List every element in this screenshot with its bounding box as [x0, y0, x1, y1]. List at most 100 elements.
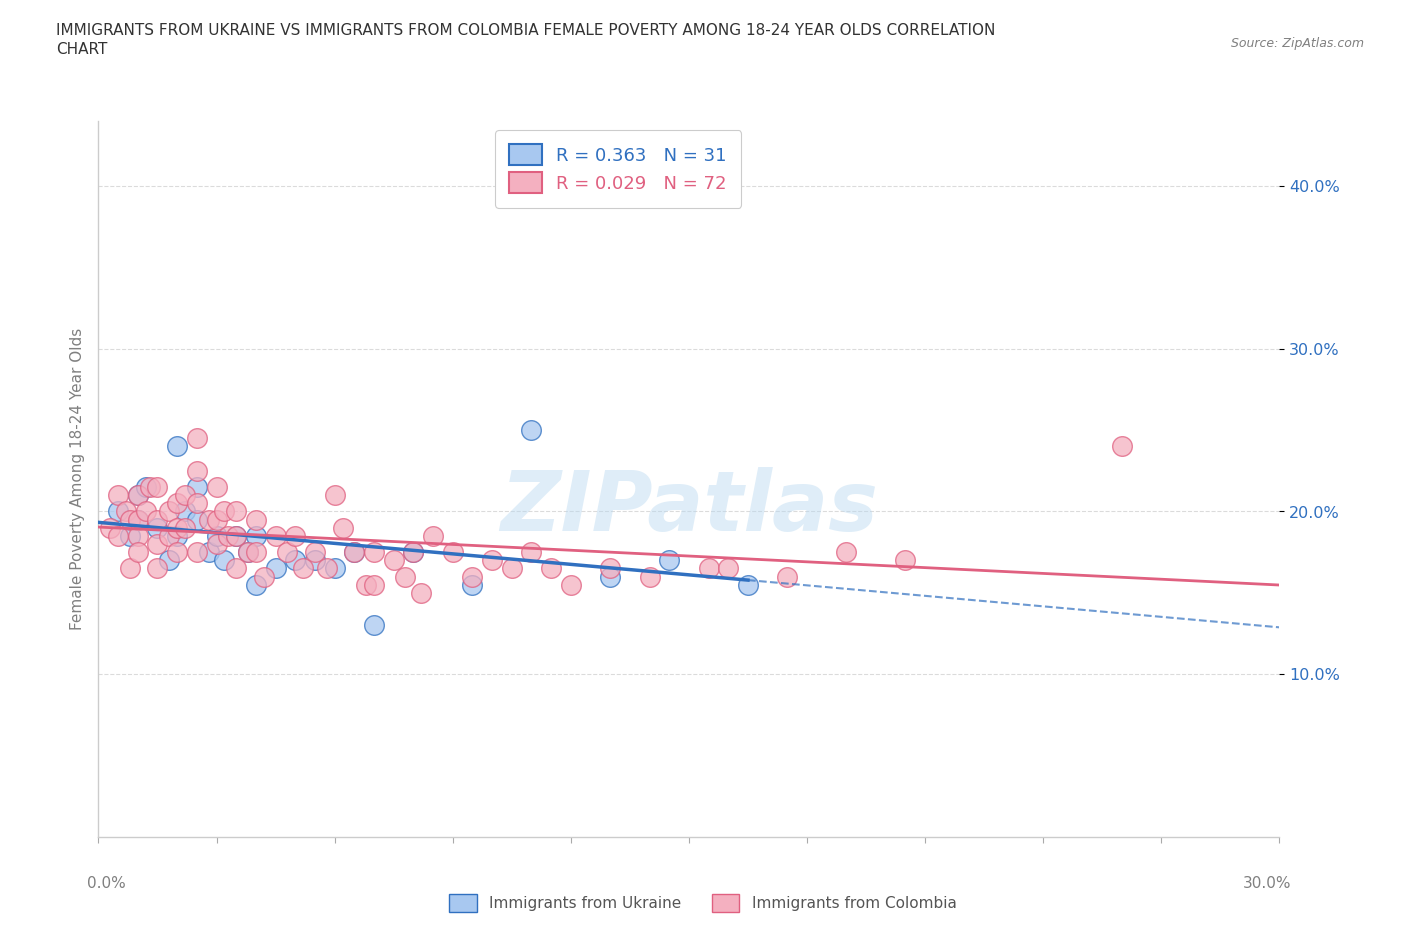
Point: [107, 528, 129, 543]
Point: [157, 552, 180, 567]
Legend: R = 0.363   N = 31, R = 0.029   N = 72: R = 0.363 N = 31, R = 0.029 N = 72: [495, 130, 741, 207]
Point: [214, 552, 236, 567]
Point: [343, 545, 366, 560]
Point: [354, 578, 377, 592]
Point: [332, 521, 354, 536]
Point: [304, 552, 326, 567]
Text: Source: ZipAtlas.com: Source: ZipAtlas.com: [1230, 37, 1364, 50]
Point: [186, 463, 208, 478]
Point: [520, 545, 543, 560]
Point: [174, 504, 197, 519]
Point: [284, 528, 307, 543]
Point: [118, 528, 141, 543]
Legend: Immigrants from Ukraine, Immigrants from Colombia: Immigrants from Ukraine, Immigrants from…: [443, 888, 963, 918]
Point: [205, 480, 228, 495]
Point: [157, 504, 180, 519]
Point: [166, 496, 188, 511]
Point: [197, 545, 219, 560]
Point: [599, 569, 621, 584]
Point: [225, 528, 247, 543]
Point: [245, 528, 267, 543]
Point: [1111, 439, 1133, 454]
Point: [638, 569, 661, 584]
Text: 0.0%: 0.0%: [87, 876, 125, 891]
Point: [107, 487, 129, 502]
Point: [225, 528, 247, 543]
Point: [98, 521, 121, 536]
Point: [461, 569, 484, 584]
Point: [363, 618, 385, 633]
Point: [276, 545, 298, 560]
Point: [186, 431, 208, 445]
Point: [717, 561, 740, 576]
Point: [118, 561, 141, 576]
Point: [166, 545, 188, 560]
Point: [737, 578, 759, 592]
Point: [245, 578, 267, 592]
Point: [166, 521, 188, 536]
Point: [217, 528, 239, 543]
Point: [166, 439, 188, 454]
Point: [264, 561, 287, 576]
Text: ZIPatlas: ZIPatlas: [501, 467, 877, 548]
Point: [540, 561, 562, 576]
Point: [127, 512, 149, 527]
Point: [118, 512, 141, 527]
Point: [138, 480, 160, 495]
Point: [402, 545, 425, 560]
Point: [205, 537, 228, 551]
Point: [394, 569, 416, 584]
Point: [127, 528, 149, 543]
Point: [776, 569, 799, 584]
Point: [214, 504, 236, 519]
Point: [411, 586, 433, 601]
Point: [560, 578, 582, 592]
Point: [197, 512, 219, 527]
Point: [157, 528, 180, 543]
Point: [245, 545, 267, 560]
Point: [174, 521, 197, 536]
Point: [166, 528, 188, 543]
Point: [186, 480, 208, 495]
Point: [363, 578, 385, 592]
Point: [236, 545, 259, 560]
Point: [481, 552, 503, 567]
Point: [264, 528, 287, 543]
Point: [402, 545, 425, 560]
Point: [236, 545, 259, 560]
Point: [127, 487, 149, 502]
Point: [343, 545, 366, 560]
Point: [461, 578, 484, 592]
Point: [225, 504, 247, 519]
Point: [146, 537, 169, 551]
Point: [115, 504, 138, 519]
Point: [323, 561, 346, 576]
Point: [174, 487, 197, 502]
Point: [501, 561, 523, 576]
Point: [225, 561, 247, 576]
Point: [382, 552, 405, 567]
Point: [127, 545, 149, 560]
Point: [127, 487, 149, 502]
Point: [205, 528, 228, 543]
Point: [835, 545, 858, 560]
Text: IMMIGRANTS FROM UKRAINE VS IMMIGRANTS FROM COLOMBIA FEMALE POVERTY AMONG 18-24 Y: IMMIGRANTS FROM UKRAINE VS IMMIGRANTS FR…: [56, 23, 995, 38]
Point: [146, 512, 169, 527]
Y-axis label: Female Poverty Among 18-24 Year Olds: Female Poverty Among 18-24 Year Olds: [69, 328, 84, 631]
Point: [599, 561, 621, 576]
Point: [363, 545, 385, 560]
Point: [253, 569, 276, 584]
Point: [284, 552, 307, 567]
Point: [697, 561, 720, 576]
Point: [422, 528, 444, 543]
Point: [186, 512, 208, 527]
Point: [441, 545, 464, 560]
Text: 30.0%: 30.0%: [1243, 876, 1291, 891]
Point: [186, 496, 208, 511]
Point: [186, 545, 208, 560]
Point: [135, 504, 157, 519]
Point: [146, 480, 169, 495]
Point: [146, 561, 169, 576]
Point: [135, 480, 157, 495]
Point: [304, 545, 326, 560]
